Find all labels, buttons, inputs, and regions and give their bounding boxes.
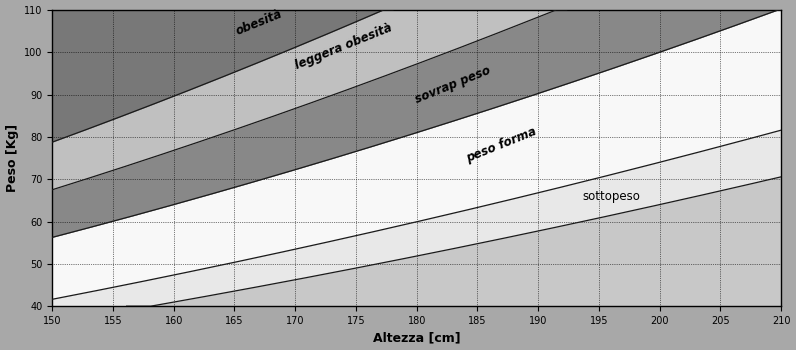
Y-axis label: Peso [Kg]: Peso [Kg] bbox=[6, 124, 18, 192]
Text: sovrap peso: sovrap peso bbox=[413, 64, 493, 106]
X-axis label: Altezza [cm]: Altezza [cm] bbox=[373, 331, 461, 344]
Text: leggera obesità: leggera obesità bbox=[294, 21, 394, 72]
Text: peso forma: peso forma bbox=[465, 125, 539, 165]
Text: obesità: obesità bbox=[233, 8, 284, 38]
Text: sottopeso: sottopeso bbox=[582, 190, 640, 203]
